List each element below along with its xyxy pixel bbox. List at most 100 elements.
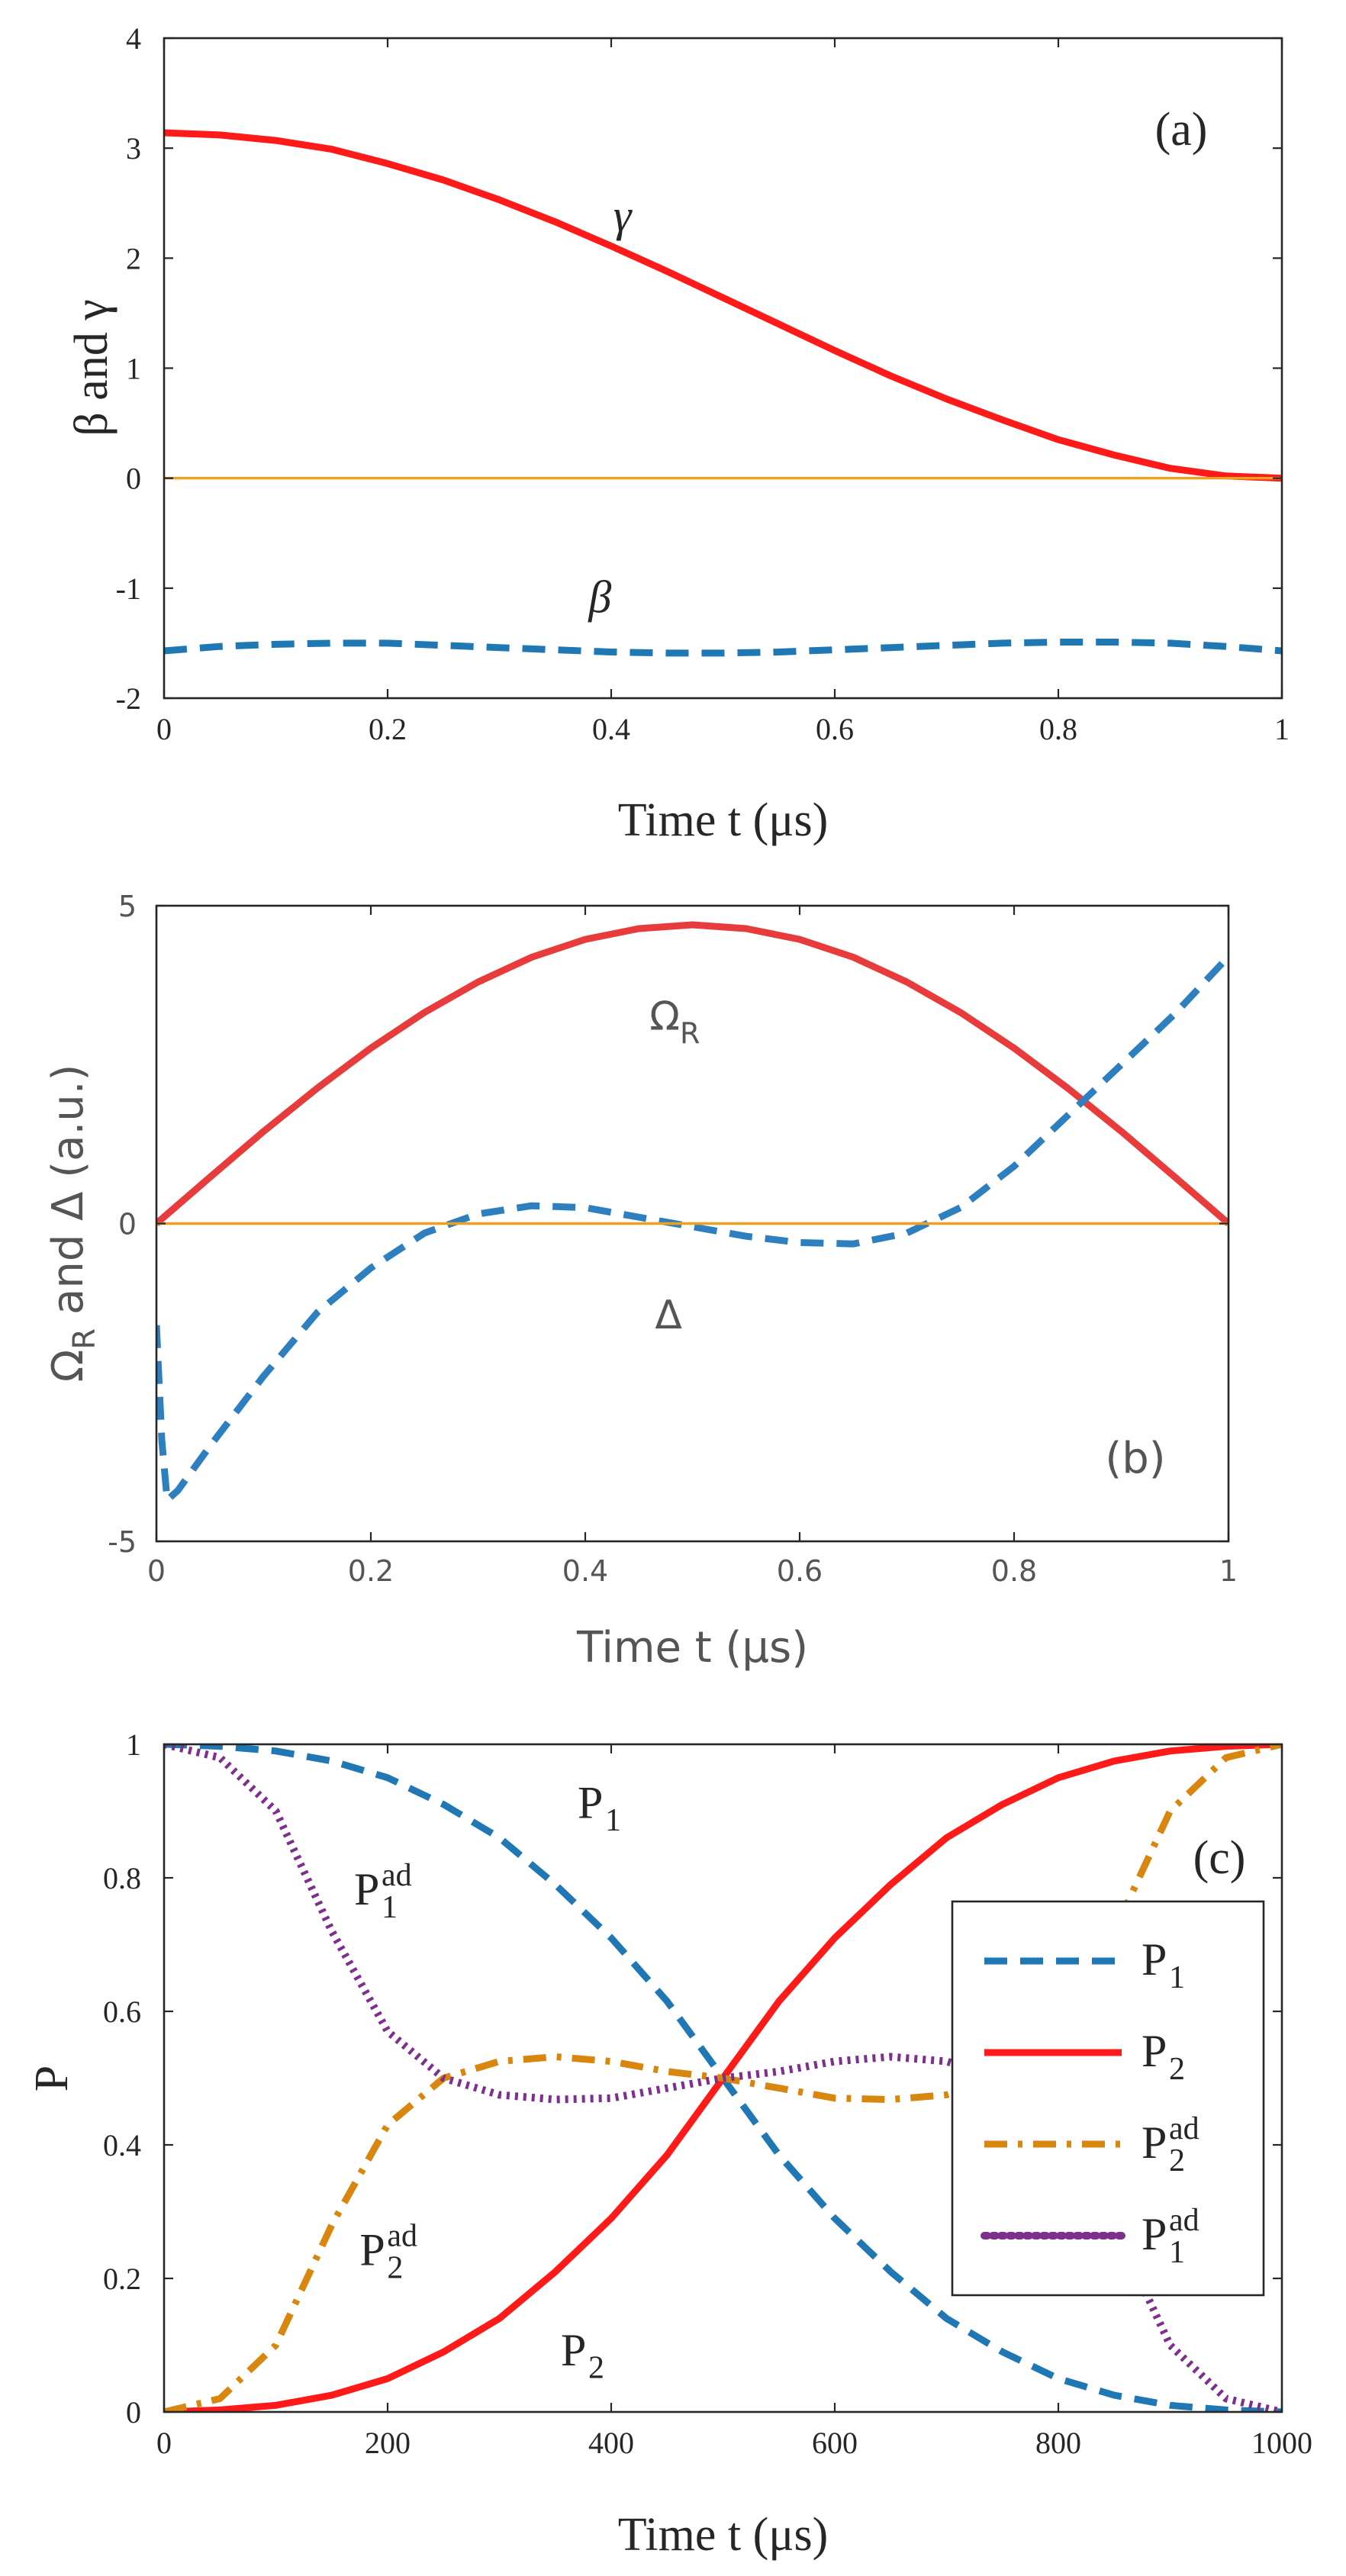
series-line-ΩR bbox=[156, 921, 1228, 1226]
y-tick-label: 4 bbox=[126, 21, 141, 56]
panel-label: (b) bbox=[1105, 1434, 1165, 1483]
axes-frame bbox=[163, 1743, 1283, 2413]
y-tick-label: 1 bbox=[126, 352, 141, 386]
y-tick-label: 0.8 bbox=[103, 1861, 141, 1895]
y-tick-label: 0.4 bbox=[103, 2128, 141, 2162]
curve-annotation: γ bbox=[613, 190, 633, 240]
y-tick-label: -1 bbox=[116, 572, 141, 606]
legend-entry-sup: ad bbox=[1169, 2203, 1199, 2238]
y-tick-label: 0 bbox=[118, 1208, 137, 1241]
legend-entry-sub: 1 bbox=[1169, 2235, 1185, 2270]
y-tick-label: 1 bbox=[126, 1728, 141, 1762]
legend-entry-sub: 1 bbox=[1169, 1960, 1185, 1995]
curve-annotation-base: P bbox=[359, 2225, 385, 2275]
curve-annotation-sub: 2 bbox=[588, 2351, 604, 2386]
axes-frame bbox=[163, 37, 1283, 700]
x-tick-label: 0 bbox=[156, 2426, 172, 2460]
x-tick-label: 1 bbox=[1219, 1554, 1238, 1588]
x-tick-label: 1000 bbox=[1251, 2426, 1312, 2460]
y-tick-label: 3 bbox=[126, 131, 141, 166]
y-axis-label-rest: and Δ (a.u.) bbox=[43, 1064, 93, 1328]
x-tick-label: 0.4 bbox=[562, 1554, 608, 1588]
legend-entry-sub: 2 bbox=[1169, 2052, 1185, 2087]
y-axis-label-group: β and γ bbox=[66, 299, 118, 436]
series-line-P1ad bbox=[164, 1744, 1282, 2412]
x-axis-label: Time t (μs) bbox=[618, 2509, 829, 2561]
x-tick-label: 0.6 bbox=[777, 1554, 823, 1588]
y-tick-label: 5 bbox=[118, 890, 137, 923]
legend-entry-base: P bbox=[1142, 2026, 1167, 2076]
y-axis-label: β and γ bbox=[66, 299, 118, 436]
panel-label: (c) bbox=[1193, 1832, 1246, 1884]
curve-annotation-base: P bbox=[561, 2325, 586, 2375]
legend-entry-sub: 2 bbox=[1169, 2143, 1185, 2178]
legend-box bbox=[951, 1900, 1265, 2297]
y-axis-label: P bbox=[26, 2066, 78, 2091]
y-tick-label: 0 bbox=[126, 462, 141, 496]
y-axis-label-sub: R bbox=[67, 1328, 102, 1350]
x-tick-label: 1 bbox=[1274, 712, 1290, 746]
panel-c: 0 200 400 600 800 1000 0 0.2 0.4 0.6 0.8 1 Time t (μ… bbox=[26, 1728, 1312, 2561]
y-axis-label: ΩR and Δ (a.u.) bbox=[43, 1064, 102, 1383]
curve-annotation-base: Δ bbox=[655, 1293, 682, 1338]
x-tick-label: 0.8 bbox=[991, 1554, 1037, 1588]
x-tick-label: 600 bbox=[812, 2426, 858, 2460]
curve-annotation: β bbox=[588, 572, 611, 623]
series-line-γ bbox=[164, 129, 1282, 482]
curve-annotation-sub: 2 bbox=[387, 2250, 403, 2285]
curve-annotation-sub: R bbox=[680, 1016, 700, 1050]
series-line-Δ bbox=[156, 954, 1228, 1504]
y-tick-label: -5 bbox=[108, 1525, 137, 1559]
y-axis-label-group: ΩR and Δ (a.u.) bbox=[43, 1064, 102, 1383]
x-tick-label: 0.4 bbox=[592, 712, 630, 746]
x-tick-label: 200 bbox=[365, 2426, 411, 2460]
x-axis-label: Time t (μs) bbox=[576, 1623, 808, 1673]
y-tick-label: -2 bbox=[116, 681, 141, 716]
legend-entry-base: P bbox=[1142, 1934, 1167, 1985]
curve-annotation-sub: 1 bbox=[605, 1803, 621, 1838]
y-tick-label: 0.2 bbox=[103, 2262, 141, 2296]
curve-annotation: Δ bbox=[655, 1293, 682, 1338]
panel-label: (a) bbox=[1155, 104, 1208, 156]
legend-entry-sup: ad bbox=[1169, 2111, 1199, 2146]
x-tick-label: 800 bbox=[1035, 2426, 1081, 2460]
x-tick-label: 0.6 bbox=[816, 712, 854, 746]
x-tick-label: 0 bbox=[156, 712, 172, 746]
y-axis-label-group: P bbox=[26, 2066, 78, 2091]
series-line-β bbox=[164, 639, 1282, 657]
y-tick-label: 2 bbox=[126, 241, 141, 275]
x-tick-label: 400 bbox=[588, 2426, 634, 2460]
series-group bbox=[164, 129, 1282, 657]
x-tick-label: 0.2 bbox=[369, 712, 407, 746]
curve-annotation: ΩR bbox=[649, 993, 700, 1050]
x-axis-label: Time t (μs) bbox=[618, 794, 829, 846]
curve-annotation-sup: ad bbox=[387, 2218, 417, 2253]
x-tick-label: 0.2 bbox=[348, 1554, 394, 1588]
series-group bbox=[164, 1744, 1282, 2412]
panel-a: 0 0.2 0.4 0.6 0.8 1 -2 -1 0 1 2 3 4 Time t (μs) β and … bbox=[66, 21, 1290, 846]
y-tick-label: 0 bbox=[126, 2395, 141, 2429]
curve-annotation-sub: 1 bbox=[382, 1890, 398, 1925]
curve-annotation-sup: ad bbox=[382, 1858, 412, 1893]
legend-entry-base: P bbox=[1142, 2117, 1167, 2168]
series-group bbox=[156, 921, 1228, 1504]
legend-entry-base: P bbox=[1142, 2209, 1167, 2259]
curve-annotation-base: P bbox=[354, 1864, 379, 1914]
y-axis-label-base: Ω bbox=[43, 1350, 93, 1383]
y-tick-label: 0.6 bbox=[103, 1995, 141, 2029]
x-tick-label: 0.8 bbox=[1039, 712, 1077, 746]
curve-annotation-base: P bbox=[578, 1777, 603, 1827]
x-tick-label: 0 bbox=[147, 1554, 166, 1588]
curve-annotation-base: Ω bbox=[649, 993, 680, 1039]
